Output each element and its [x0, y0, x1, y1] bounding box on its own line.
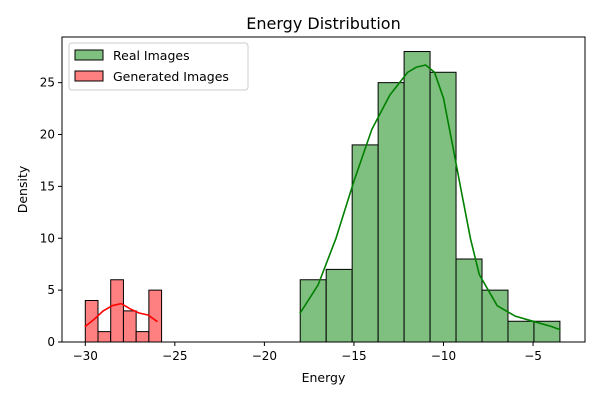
bars-layer	[84, 51, 561, 343]
bar-real-images-3	[377, 82, 405, 343]
x-tick-label: −20	[252, 349, 277, 363]
x-tick-label: −15	[341, 349, 366, 363]
bar-real-images-0	[299, 279, 327, 343]
y-tick-label: 5	[47, 283, 55, 297]
bar-real-images-7	[481, 289, 509, 343]
legend-swatch-generated-images	[74, 70, 104, 82]
bar-real-images-2	[351, 144, 379, 343]
bar-generated-images-1	[97, 331, 112, 343]
bar-real-images-9	[533, 320, 561, 343]
y-axis-label: Density	[15, 165, 30, 213]
bar-real-images-6	[455, 258, 483, 343]
bar-real-images-4	[403, 51, 431, 343]
legend-frame	[68, 42, 249, 91]
x-tick-label: −30	[73, 349, 98, 363]
y-tick-label: 25	[40, 76, 55, 90]
legend-label-real-images: Real Images	[113, 48, 190, 63]
kde-line-generated-images	[84, 302, 158, 328]
bar-real-images-1	[325, 268, 353, 343]
x-axis-label: Energy	[302, 370, 346, 385]
bar-generated-images-2	[110, 279, 124, 343]
x-tick-label: −25	[162, 349, 187, 363]
legend: Real Images Generated Images	[68, 42, 249, 91]
y-tick-label: 10	[40, 231, 55, 245]
y-tick-label: 0	[47, 335, 55, 349]
x-tick-label: −5	[524, 349, 542, 363]
y-tick-label: 20	[40, 128, 55, 142]
y-axis-ticks: 0 5 10 15 20 25	[40, 76, 62, 349]
kde-layer	[84, 64, 561, 331]
chart-title: Energy Distribution	[246, 14, 400, 33]
bar-generated-images-4	[135, 331, 150, 343]
x-tick-label: −10	[431, 349, 456, 363]
bar-real-images-5	[429, 71, 457, 343]
y-tick-label: 15	[40, 179, 55, 193]
bar-real-images-8	[507, 320, 535, 343]
legend-swatch-real-images	[74, 49, 104, 61]
plot-area-frame	[61, 36, 586, 343]
legend-label-generated-images: Generated Images	[113, 69, 229, 84]
bar-generated-images-3	[122, 310, 137, 343]
kde-line-real-images	[299, 64, 561, 331]
x-axis-ticks: −30 −25 −20 −15 −10 −5	[73, 342, 542, 363]
